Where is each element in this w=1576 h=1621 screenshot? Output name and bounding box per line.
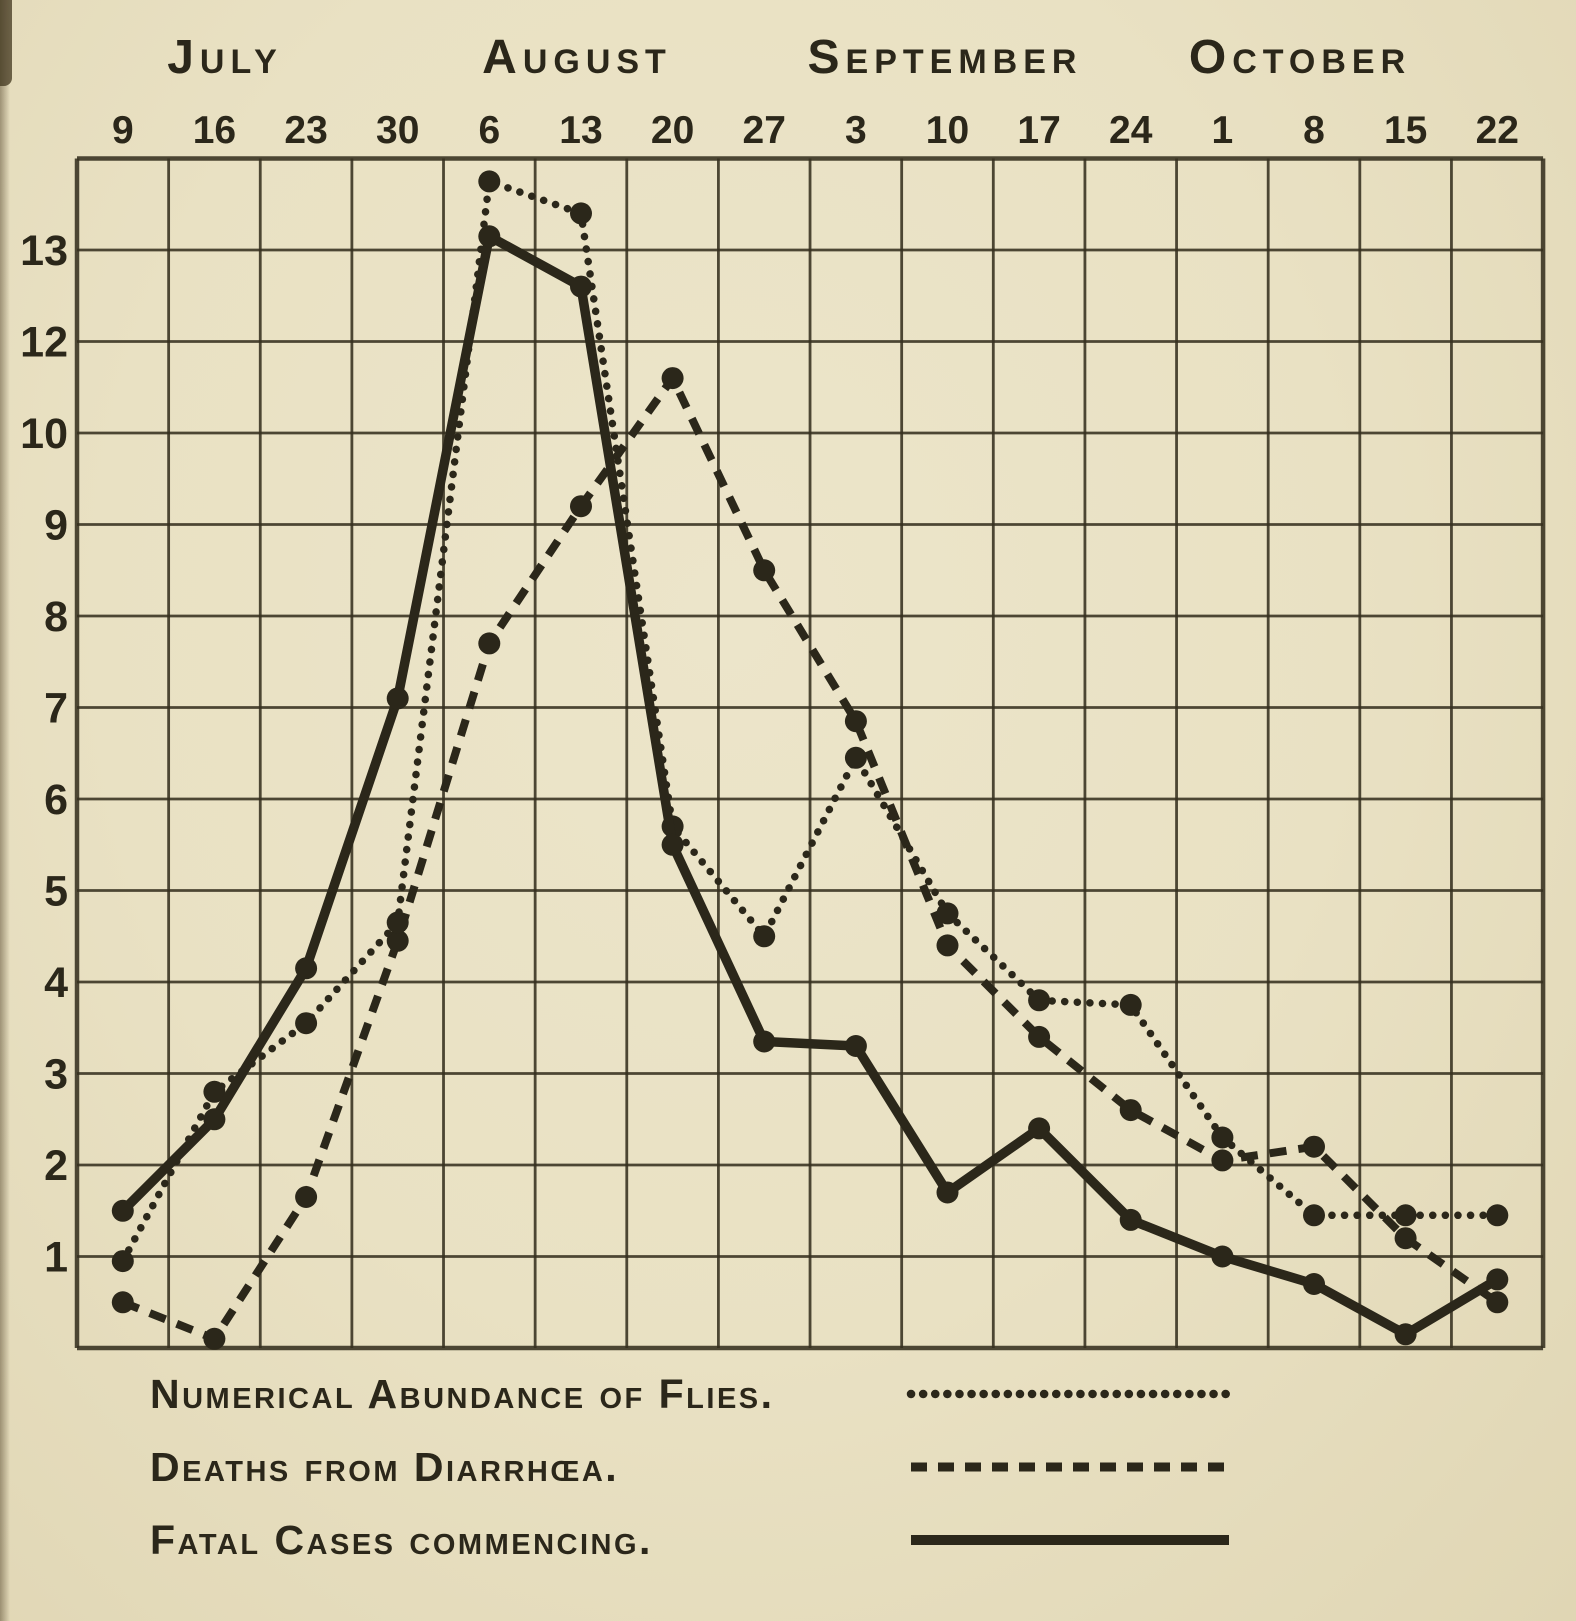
- data-point: [661, 833, 684, 856]
- month-label-august: August: [482, 31, 672, 84]
- y-tick-label: 4: [44, 959, 68, 1007]
- x-tick-label: 13: [559, 109, 602, 152]
- data-point: [1394, 1323, 1417, 1346]
- x-tick-label: 6: [478, 109, 500, 152]
- x-tick-label: 3: [845, 109, 867, 152]
- y-tick-label: 12: [20, 319, 68, 367]
- data-point: [111, 1291, 134, 1314]
- x-tick-label: 16: [193, 109, 236, 152]
- data-point: [1211, 1149, 1234, 1172]
- series-dotted: [111, 170, 1509, 1273]
- data-point: [295, 957, 318, 980]
- data-point: [570, 495, 592, 518]
- data-point: [1119, 993, 1142, 1016]
- grid: [74, 156, 1546, 1351]
- data-point: [1119, 1099, 1142, 1122]
- series-dashed: [111, 367, 1509, 1350]
- legend-label-flies: Numerical Abundance of Flies.: [150, 1370, 775, 1417]
- legend-item-fatal-cases: Fatal Cases commencing.: [150, 1514, 1340, 1566]
- data-point: [1394, 1204, 1417, 1227]
- data-point: [570, 202, 592, 225]
- solid-line-sample: [911, 1535, 1229, 1545]
- data-point: [844, 710, 867, 733]
- month-label-october: October: [1188, 31, 1412, 84]
- data-point: [1486, 1291, 1509, 1314]
- data-point: [203, 1108, 226, 1131]
- dashed-line-sample: [911, 1462, 1229, 1472]
- x-tick-label: 24: [1109, 109, 1153, 152]
- data-point: [1028, 1025, 1051, 1048]
- data-point: [386, 687, 409, 710]
- data-point: [753, 1030, 776, 1053]
- data-point: [478, 170, 501, 193]
- data-point: [111, 1199, 134, 1222]
- y-tick-label: 10: [20, 410, 68, 458]
- x-tick-label: 17: [1017, 109, 1060, 152]
- month-label-july: July: [167, 31, 283, 84]
- data-point: [295, 1012, 318, 1035]
- x-tick-label: 15: [1384, 109, 1427, 152]
- x-tick-label: 20: [651, 109, 694, 152]
- data-point: [844, 746, 867, 769]
- legend-label-fatal-cases: Fatal Cases commencing.: [150, 1516, 653, 1563]
- data-point: [386, 929, 409, 952]
- y-tick-label: 2: [44, 1142, 68, 1190]
- y-tick-label: 5: [44, 868, 68, 916]
- data-point: [936, 934, 959, 957]
- data-point: [661, 367, 684, 390]
- legend-label-deaths: Deaths from Diarrhœa.: [150, 1443, 620, 1490]
- data-point: [1028, 1117, 1051, 1140]
- data-point: [936, 902, 959, 925]
- y-tick-label: 3: [44, 1051, 68, 1099]
- series-solid-line: [118, 229, 1503, 1340]
- data-point: [111, 1250, 134, 1273]
- data-point: [386, 911, 409, 934]
- x-tick-label: 30: [376, 109, 419, 152]
- y-tick-label: 8: [44, 593, 68, 641]
- series-dotted-line: [119, 176, 1502, 1265]
- x-axis-labels: 9 16 23 30 6 13 20 27 3 10 17 24 1 8 15 22: [112, 109, 1519, 152]
- scan-corner-artifact: [0, 0, 12, 86]
- data-point: [1303, 1135, 1325, 1158]
- data-point: [936, 1181, 959, 1204]
- y-tick-label: 1: [44, 1234, 68, 1282]
- data-point: [753, 925, 776, 948]
- legend-item-deaths: Deaths from Diarrhœa.: [150, 1441, 1340, 1493]
- data-point: [844, 1035, 867, 1057]
- data-point: [203, 1080, 226, 1103]
- y-tick-label: 9: [44, 502, 68, 550]
- data-point: [570, 275, 592, 298]
- data-point: [1211, 1126, 1234, 1149]
- y-tick-label: 6: [44, 776, 68, 824]
- x-tick-label: 27: [743, 109, 786, 152]
- x-tick-label: 8: [1303, 109, 1325, 152]
- data-point: [1211, 1245, 1234, 1268]
- x-tick-label: 10: [926, 109, 969, 152]
- legend-item-flies: Numerical Abundance of Flies.: [150, 1368, 1340, 1420]
- x-tick-label: 9: [112, 109, 134, 152]
- data-point: [753, 559, 776, 582]
- x-tick-label: 22: [1476, 109, 1519, 152]
- y-axis-labels: 13 12 10 9 8 7 6 5 4 3 2 1: [20, 227, 68, 1282]
- dotted-line-sample: [906, 1389, 1234, 1399]
- x-tick-label: 23: [284, 109, 327, 152]
- data-point: [1028, 989, 1051, 1012]
- month-label-september: September: [807, 31, 1083, 84]
- y-tick-label: 13: [20, 227, 68, 275]
- y-tick-label: 7: [44, 685, 68, 733]
- data-point: [1486, 1268, 1509, 1291]
- data-point: [1303, 1273, 1325, 1295]
- series-solid: [111, 225, 1509, 1346]
- data-point: [1119, 1208, 1142, 1231]
- data-point: [203, 1327, 226, 1350]
- data-point: [478, 632, 501, 655]
- data-point: [1486, 1204, 1509, 1227]
- data-point: [1394, 1227, 1417, 1250]
- data-point: [1303, 1204, 1325, 1227]
- data-point: [295, 1186, 318, 1208]
- data-point: [478, 225, 501, 248]
- x-tick-label: 1: [1212, 109, 1234, 152]
